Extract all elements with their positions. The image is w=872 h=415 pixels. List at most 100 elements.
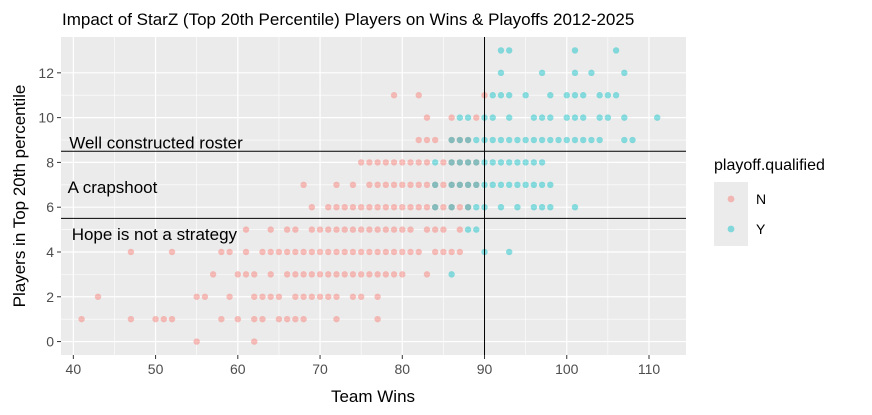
point-n [160, 315, 167, 323]
point-y [514, 181, 521, 189]
point-n [415, 92, 422, 99]
point-n [382, 271, 390, 278]
point-n [201, 293, 209, 300]
point-y [571, 92, 579, 99]
point-n [267, 248, 274, 256]
point-n [259, 248, 266, 256]
y-tick-label: 4 [46, 244, 54, 260]
point-n [242, 226, 250, 233]
point-n [251, 293, 258, 300]
point-n [267, 226, 274, 233]
point-n [431, 136, 439, 144]
point-n [415, 203, 422, 211]
point-y [464, 159, 472, 166]
point-n [382, 181, 390, 189]
point-y [547, 114, 554, 121]
point-n [423, 114, 431, 121]
point-y [448, 181, 455, 189]
point-y [530, 181, 538, 189]
point-y [489, 92, 496, 99]
point-y [505, 136, 513, 144]
point-y [489, 181, 496, 189]
point-n [78, 315, 85, 323]
legend-key-y [727, 225, 735, 233]
point-y [505, 47, 513, 54]
annotation-a-crapshoot: A crapshoot [68, 178, 158, 197]
y-tick-label: 8 [46, 154, 54, 170]
point-y [448, 271, 455, 278]
point-n [283, 226, 291, 233]
point-n [440, 203, 447, 211]
point-n [440, 159, 447, 166]
point-y [505, 159, 513, 166]
x-tick-label: 40 [66, 361, 82, 377]
point-n [399, 226, 406, 233]
point-n [407, 203, 414, 211]
point-y [563, 136, 570, 144]
point-y [473, 136, 480, 144]
point-n [242, 271, 250, 278]
minor-gridlines [61, 37, 686, 355]
point-n [325, 248, 332, 256]
point-y [530, 136, 538, 144]
point-n [251, 271, 258, 278]
point-y [654, 114, 661, 121]
point-n [349, 248, 357, 256]
point-n [456, 203, 464, 211]
point-n [374, 271, 381, 278]
point-n [308, 293, 316, 300]
point-n [374, 159, 381, 166]
point-n [440, 226, 447, 233]
point-n [374, 293, 381, 300]
point-y [464, 181, 472, 189]
point-y [563, 92, 570, 99]
point-n [423, 226, 431, 233]
point-y [464, 226, 472, 233]
point-n [415, 136, 422, 144]
point-y [464, 136, 472, 144]
point-n [341, 271, 348, 278]
point-y [448, 136, 455, 144]
point-y [621, 136, 628, 144]
legend-label-y: Y [756, 221, 766, 237]
point-n [366, 203, 373, 211]
point-n [292, 315, 299, 323]
point-n [390, 181, 398, 189]
x-tick-label: 60 [230, 361, 246, 377]
y-tick-label: 6 [46, 199, 54, 215]
point-n [464, 203, 472, 211]
legend-key-n [727, 195, 735, 203]
point-n [341, 203, 348, 211]
point-n [333, 293, 340, 300]
x-axis-title: Team Wins [331, 387, 415, 406]
point-y [489, 114, 496, 121]
point-n [308, 248, 316, 256]
point-n [325, 293, 332, 300]
point-y [538, 136, 546, 144]
point-n [349, 293, 357, 300]
point-y [621, 69, 628, 77]
point-n [283, 248, 291, 256]
point-n [456, 248, 464, 256]
point-n [407, 181, 414, 189]
y-axis-ticks: 0 2 4 6 8 10 12 [38, 65, 61, 350]
point-n [423, 159, 431, 166]
point-n [226, 293, 233, 300]
point-n [333, 226, 340, 233]
point-n [283, 271, 291, 278]
point-y [530, 114, 538, 121]
point-n [349, 203, 357, 211]
point-n [423, 271, 431, 278]
x-axis-ticks: 40 50 60 70 80 90 100 110 [66, 355, 660, 377]
point-n [390, 271, 398, 278]
point-y [571, 136, 579, 144]
point-n [283, 315, 291, 323]
point-n [464, 159, 472, 166]
point-y [489, 136, 496, 144]
point-n [456, 159, 464, 166]
point-n [308, 226, 316, 233]
point-y [538, 159, 546, 166]
point-n [242, 248, 250, 256]
point-y [514, 136, 521, 144]
point-n [473, 159, 480, 166]
